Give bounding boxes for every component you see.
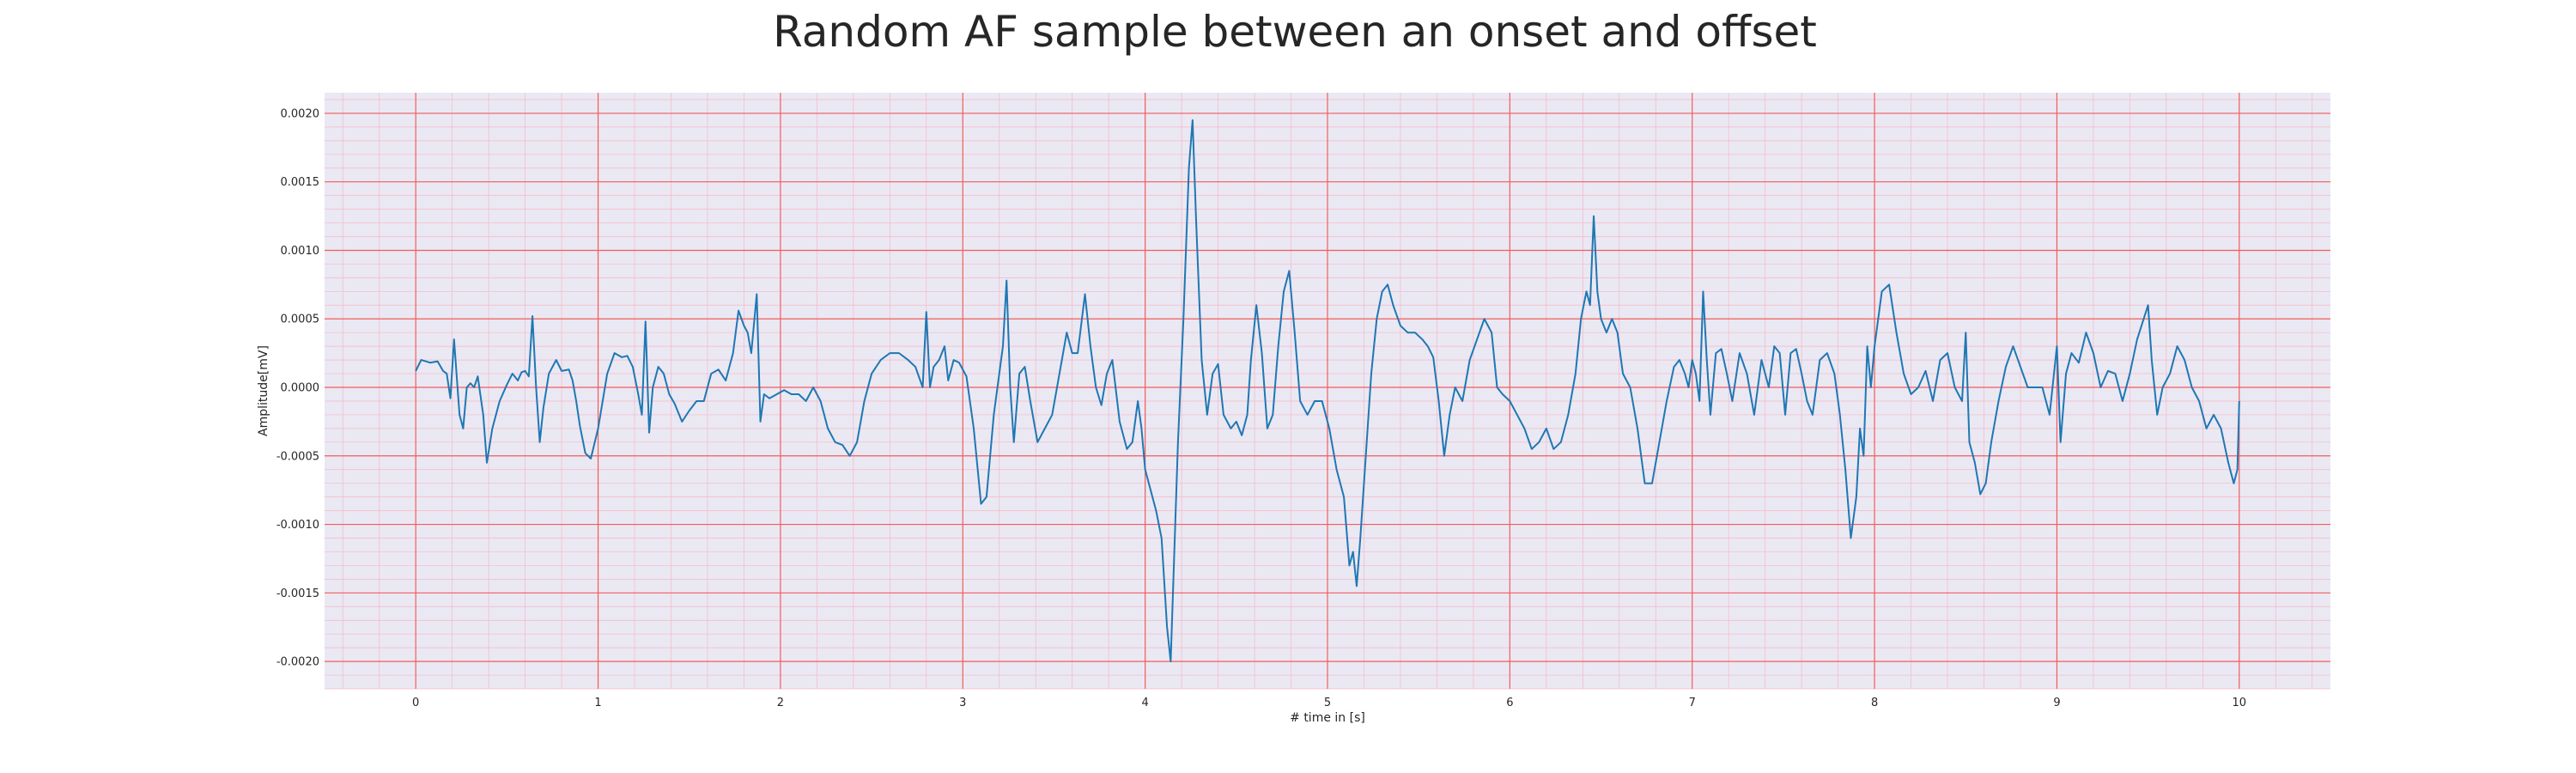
x-tick-label: 1 xyxy=(594,697,601,709)
y-tick-label: 0.0020 xyxy=(281,107,320,120)
y-axis-ticks: 0.0020 0.0015 0.0010 0.0005 0.0000 -0.0005 -0.… xyxy=(276,107,319,668)
y-tick-label: 0.0005 xyxy=(281,313,320,326)
chart-title: Random AF sample between an onset and of… xyxy=(773,7,1817,57)
x-tick-label: 10 xyxy=(2233,697,2247,709)
x-tick-label: 2 xyxy=(777,697,784,709)
x-tick-label: 7 xyxy=(1689,697,1696,709)
series-line xyxy=(415,119,2240,663)
x-axis-label: # time in [s] xyxy=(1290,711,1365,725)
x-tick-label: 3 xyxy=(959,697,966,709)
x-tick-label: 4 xyxy=(1141,697,1148,709)
x-axis-ticks: 0 1 2 3 4 5 6 7 8 9 10 xyxy=(412,697,2246,709)
x-tick-label: 0 xyxy=(412,697,419,709)
y-tick-label: -0.0005 xyxy=(276,450,319,463)
y-tick-label: -0.0015 xyxy=(276,587,319,600)
y-tick-label: -0.0010 xyxy=(276,519,319,532)
x-tick-label: 8 xyxy=(1871,697,1878,709)
y-tick-label: 0.0000 xyxy=(281,382,320,395)
x-tick-label: 6 xyxy=(1506,697,1513,709)
y-axis-label: Amplitude[mV] xyxy=(257,345,270,436)
y-tick-label: 0.0015 xyxy=(281,176,320,189)
y-tick-label: 0.0010 xyxy=(281,245,320,258)
x-tick-label: 5 xyxy=(1324,697,1331,709)
x-tick-label: 9 xyxy=(2053,697,2060,709)
major-grid xyxy=(325,93,2330,689)
y-tick-label: -0.0020 xyxy=(276,656,319,669)
